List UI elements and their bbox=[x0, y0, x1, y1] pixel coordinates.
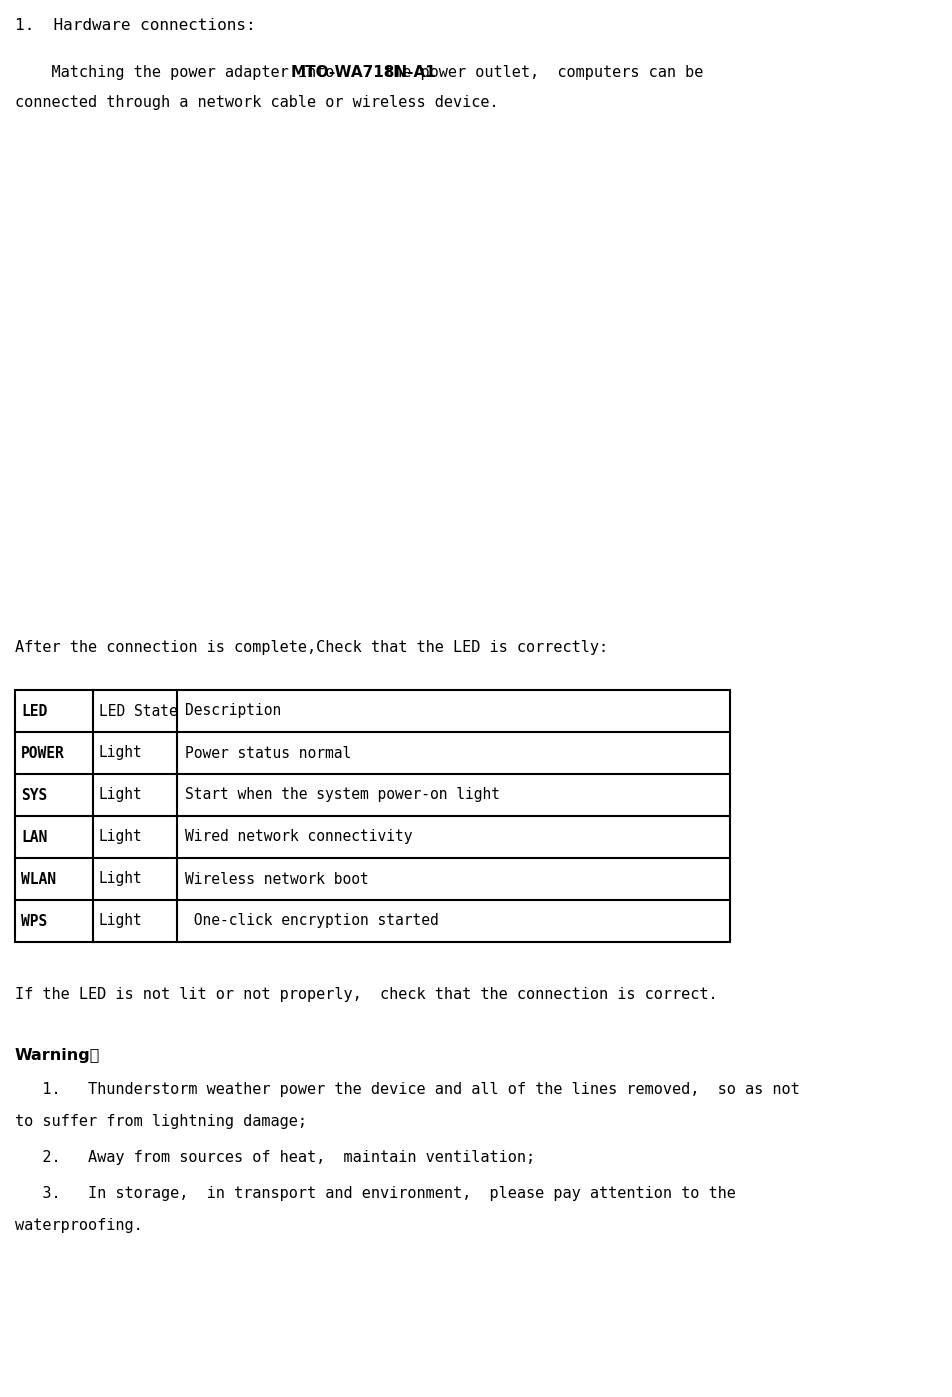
Text: SYS: SYS bbox=[21, 788, 48, 802]
Text: WLAN: WLAN bbox=[21, 872, 56, 887]
Text: Light: Light bbox=[99, 830, 143, 845]
Text: waterproofing.: waterproofing. bbox=[15, 1218, 143, 1234]
Text: 3.   In storage,  in transport and environment,  please pay attention to the: 3. In storage, in transport and environm… bbox=[15, 1186, 735, 1201]
Text: WPS: WPS bbox=[21, 914, 48, 929]
Text: connected through a network cable or wireless device.: connected through a network cable or wir… bbox=[15, 95, 498, 110]
Text: Power status normal: Power status normal bbox=[185, 746, 351, 760]
Text: One-click encryption started: One-click encryption started bbox=[185, 914, 438, 929]
Text: the power outlet,  computers can be: the power outlet, computers can be bbox=[384, 66, 703, 80]
Text: Matching the power adapter into: Matching the power adapter into bbox=[15, 66, 343, 80]
Text: If the LED is not lit or not properly,  check that the connection is correct.: If the LED is not lit or not properly, c… bbox=[15, 988, 717, 1002]
Text: 1.   Thunderstorm weather power the device and all of the lines removed,  so as : 1. Thunderstorm weather power the device… bbox=[15, 1083, 799, 1097]
Text: Warning：: Warning： bbox=[15, 1048, 100, 1063]
Text: LED State: LED State bbox=[99, 704, 178, 718]
Text: Wired network connectivity: Wired network connectivity bbox=[185, 830, 412, 845]
Text: Wireless network boot: Wireless network boot bbox=[185, 872, 368, 887]
Text: LED: LED bbox=[21, 704, 48, 718]
Text: LAN: LAN bbox=[21, 830, 48, 845]
Bar bbox=[15, 690, 729, 942]
Text: MTO-WA718N-A1: MTO-WA718N-A1 bbox=[290, 66, 436, 80]
Text: Description: Description bbox=[185, 704, 281, 718]
Text: Light: Light bbox=[99, 746, 143, 760]
Text: After the connection is complete,Check that the LED is correctly:: After the connection is complete,Check t… bbox=[15, 640, 607, 655]
Text: 1.  Hardware connections:: 1. Hardware connections: bbox=[15, 18, 255, 34]
Text: Light: Light bbox=[99, 872, 143, 887]
Text: Light: Light bbox=[99, 788, 143, 802]
Text: 2.   Away from sources of heat,  maintain ventilation;: 2. Away from sources of heat, maintain v… bbox=[15, 1150, 535, 1165]
Text: Light: Light bbox=[99, 914, 143, 929]
Text: Start when the system power-on light: Start when the system power-on light bbox=[185, 788, 500, 802]
Text: to suffer from lightning damage;: to suffer from lightning damage; bbox=[15, 1113, 307, 1129]
Text: POWER: POWER bbox=[21, 746, 65, 760]
